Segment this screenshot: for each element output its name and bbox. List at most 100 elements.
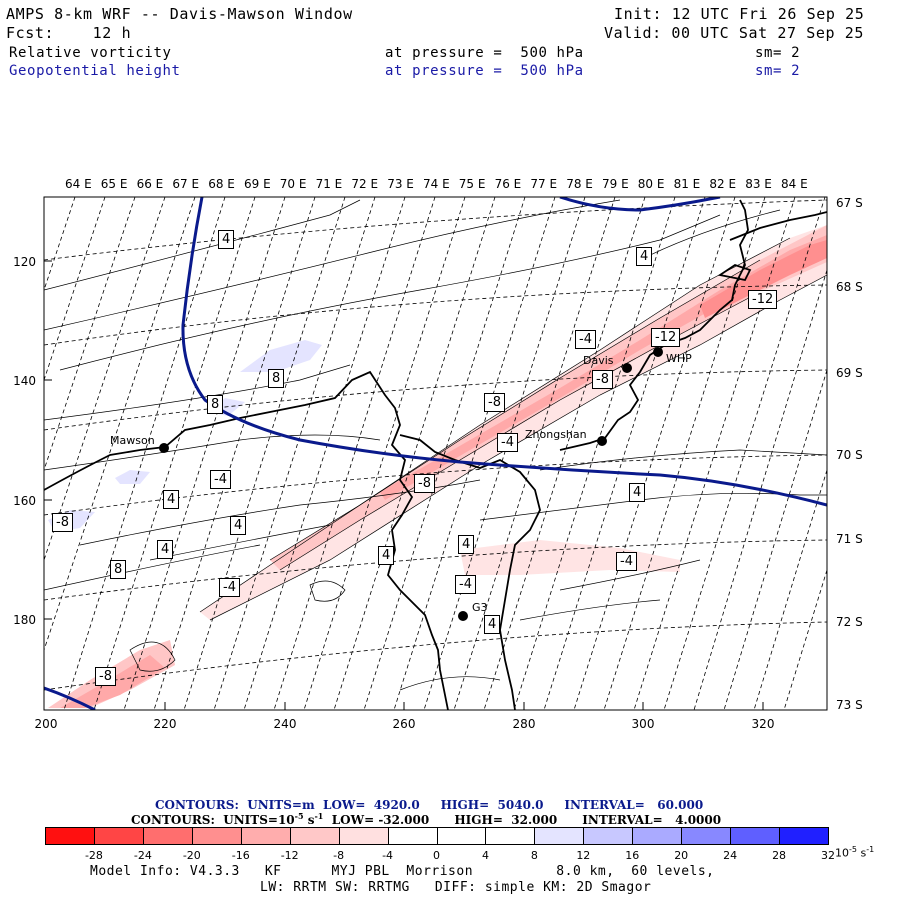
colorbar-swatch <box>387 827 438 845</box>
contour-value-label: 4 <box>378 546 395 565</box>
contour-value-label: 8 <box>207 395 224 414</box>
longitude-label: 70 E <box>279 177 307 191</box>
colorbar-label: 4 <box>481 849 489 862</box>
colorbar-swatch <box>191 827 242 845</box>
contour-value-label: -4 <box>219 578 240 597</box>
longitude-label: 73 E <box>387 177 414 191</box>
colorbar-label: 16 <box>625 849 640 862</box>
colorbar-unit-exp2: -1 <box>866 845 875 854</box>
model-info: Model Info: V4.3.3 KF MYJ PBL Morrison 8… <box>90 864 715 879</box>
longitude-label: 83 E <box>745 177 772 191</box>
colorbar-swatch <box>338 827 389 845</box>
longitude-label: 75 E <box>458 177 486 191</box>
colorbar-label: -28 <box>84 849 103 862</box>
vorticity-contour-interval: INTERVAL= 4.0000 <box>582 813 722 827</box>
longitude-label: 66 E <box>136 177 164 191</box>
latitude-label: 72 S <box>836 615 863 629</box>
contour-value-label: 4 <box>163 490 180 509</box>
x-tick-label: 280 <box>512 717 536 731</box>
height-contour-units: CONTOURS: UNITS=m <box>155 798 315 812</box>
contour-value-label: -8 <box>52 513 73 532</box>
station-label-davis: Davis <box>583 354 614 367</box>
colorbar-swatch <box>93 827 144 845</box>
vorticity-contour-units: CONTOURS: UNITS=10 <box>131 813 295 827</box>
contour-value-label: -4 <box>497 433 518 452</box>
longitude-grid <box>44 197 827 710</box>
colorbar-swatch <box>240 827 291 845</box>
vorticity-unit-exponent2: -1 <box>314 811 324 821</box>
vorticity-contours <box>44 199 827 691</box>
colorbar-label: 28 <box>772 849 787 862</box>
colorbar-label: -4 <box>382 849 394 862</box>
contour-value-label: -12 <box>651 328 681 347</box>
contour-value-label: 4 <box>230 516 247 535</box>
x-tick-label: 300 <box>631 717 655 731</box>
colorbar-swatch <box>436 827 487 845</box>
station-label-mawson: Mawson <box>110 434 155 447</box>
field2-level: at pressure = 500 hPa <box>385 63 584 79</box>
colorbar-label: 8 <box>530 849 538 862</box>
colorbar-label: -12 <box>280 849 299 862</box>
geopotential-height-contours <box>44 197 827 710</box>
field1-smoothing: sm= 2 <box>755 45 801 61</box>
colorbar-swatch <box>142 827 193 845</box>
station-zhongshan-marker <box>597 436 607 446</box>
longitude-label: 67 E <box>172 177 200 191</box>
height-contour-interval: INTERVAL= 60.000 <box>564 798 704 812</box>
contour-value-label: -4 <box>455 575 476 594</box>
height-contour-info: CONTOURS: UNITS=m LOW= 4920.0 HIGH= 5040… <box>155 798 703 812</box>
vorticity-contour-high: HIGH= 32.000 <box>454 813 558 827</box>
vorticity-contour-low: LOW= -32.000 <box>331 813 430 827</box>
station-label-zhongshan: Zhongshan <box>525 428 587 441</box>
longitude-label: 77 E <box>530 177 558 191</box>
colorbar-unit-base: 10 <box>835 846 849 860</box>
contour-value-label: 4 <box>636 247 653 266</box>
y-tick-label: 120 <box>13 255 36 269</box>
colorbar-swatch <box>632 827 683 845</box>
x-tick-label: 260 <box>392 717 416 731</box>
contour-value-label: 4 <box>157 540 174 559</box>
y-tick-label: 140 <box>13 374 36 388</box>
longitude-label: 72 E <box>351 177 379 191</box>
colorbar-swatch <box>289 827 340 845</box>
latitude-label: 73 S <box>836 698 863 712</box>
longitude-label: 76 E <box>494 177 522 191</box>
contour-value-label: -8 <box>484 393 505 412</box>
field1-level: at pressure = 500 hPa <box>385 45 584 61</box>
colorbar-label: 32 <box>821 849 835 862</box>
colorbar-label: 12 <box>576 849 591 862</box>
height-contour-low: LOW= 4920.0 <box>323 798 420 812</box>
x-tick-label: 220 <box>153 717 177 731</box>
vorticity-contour-info: CONTOURS: UNITS=10-5 s-1 LOW= -32.000 HI… <box>131 811 721 827</box>
contour-value-label: -8 <box>95 667 116 686</box>
colorbar-swatch <box>45 827 95 845</box>
coastline <box>44 199 827 710</box>
longitude-label: 78 E <box>566 177 593 191</box>
contour-value-label: 4 <box>218 230 235 249</box>
longitude-label: 79 E <box>602 177 629 191</box>
latitude-label: 71 S <box>836 532 863 546</box>
latitude-label: 67 S <box>836 196 863 210</box>
latitude-label: 70 S <box>836 448 863 462</box>
physics-info: LW: RRTM SW: RRTMG DIFF: simple KM: 2D S… <box>260 880 652 895</box>
colorbar-label: -24 <box>133 849 152 862</box>
longitude-label: 69 E <box>244 177 271 191</box>
longitude-label: 82 E <box>709 177 737 191</box>
x-tick-label: 240 <box>273 717 297 731</box>
forecast-hour: Fcst: 12 h <box>6 24 132 42</box>
vorticity-shading <box>48 225 827 708</box>
contour-value-label: 4 <box>484 615 501 634</box>
colorbar-label: -8 <box>333 849 345 862</box>
stations <box>159 347 663 621</box>
field1-name: Relative vorticity <box>9 45 172 61</box>
longitude-label: 80 E <box>637 177 665 191</box>
longitude-label: 65 E <box>100 177 128 191</box>
contour-value-label: 8 <box>268 369 285 388</box>
station-label-g3: G3 <box>472 601 488 614</box>
contour-value-label: -12 <box>748 290 778 309</box>
colorbar-swatch <box>681 827 732 845</box>
y-tick-label: 160 <box>13 494 36 508</box>
colorbar-swatch <box>534 827 585 845</box>
map-title: AMPS 8-km WRF -- Davis-Mawson Window <box>6 5 353 23</box>
